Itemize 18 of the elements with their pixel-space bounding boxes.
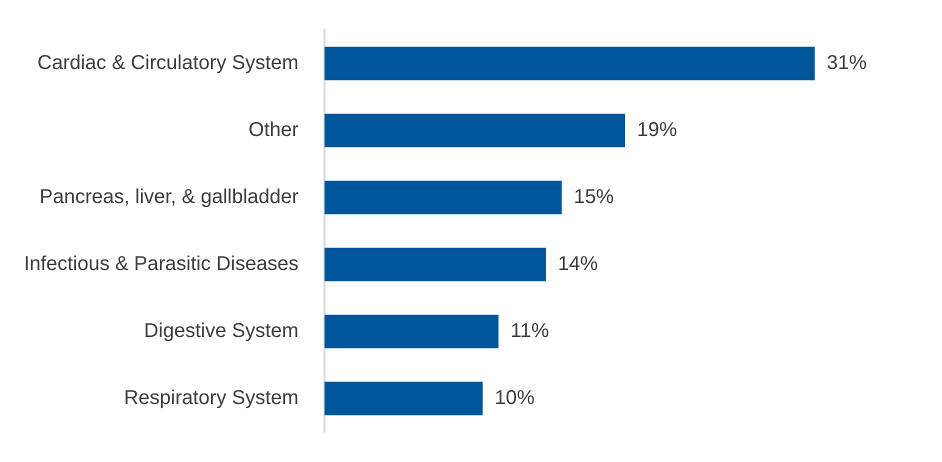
bar xyxy=(324,180,562,214)
data-label: 10% xyxy=(494,387,535,410)
data-label: 14% xyxy=(558,253,598,276)
y-tick-label: Other xyxy=(248,119,299,142)
bar xyxy=(324,314,498,348)
y-tick-label: Digestive System xyxy=(144,320,299,342)
data-label: 11% xyxy=(510,320,550,342)
data-label: 19% xyxy=(637,119,678,142)
data-label: 15% xyxy=(574,186,614,208)
data-label: 31% xyxy=(826,52,867,74)
bar xyxy=(324,248,546,282)
y-tick-label: Pancreas, liver, & gallbladder xyxy=(40,186,299,208)
bar xyxy=(324,46,815,80)
bar xyxy=(324,382,483,416)
y-tick-label: Cardiac & Circulatory System xyxy=(37,52,299,74)
y-tick-label: Infectious & Parasitic Diseases xyxy=(24,253,299,276)
bar xyxy=(324,114,625,148)
y-tick-label: Respiratory System xyxy=(124,387,299,410)
